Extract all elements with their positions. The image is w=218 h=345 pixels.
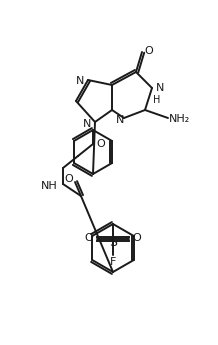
Text: NH₂: NH₂ [169, 114, 191, 124]
Text: N: N [83, 119, 91, 129]
Text: H: H [153, 95, 161, 105]
Text: S: S [109, 236, 117, 248]
Text: O: O [85, 233, 93, 243]
Text: N: N [116, 115, 124, 125]
Text: O: O [65, 174, 73, 184]
Text: F: F [110, 257, 116, 267]
Text: N: N [76, 76, 84, 86]
Text: N: N [156, 83, 164, 93]
Text: NH: NH [41, 181, 57, 191]
Text: O: O [97, 139, 105, 149]
Text: O: O [145, 46, 153, 56]
Text: O: O [133, 233, 141, 243]
